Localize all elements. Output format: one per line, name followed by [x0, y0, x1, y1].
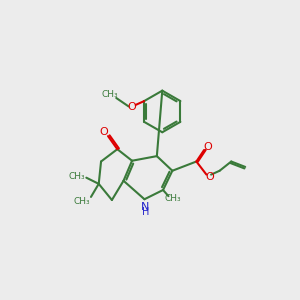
Text: CH₃: CH₃	[74, 197, 90, 206]
Text: O: O	[99, 127, 108, 137]
Text: CH₃: CH₃	[165, 194, 182, 203]
Text: N: N	[141, 202, 149, 212]
Text: O: O	[204, 142, 212, 152]
Text: H: H	[142, 207, 149, 217]
Text: CH₃: CH₃	[69, 172, 85, 181]
Text: CH₃: CH₃	[102, 90, 118, 99]
Text: O: O	[128, 102, 136, 112]
Text: O: O	[205, 172, 214, 182]
